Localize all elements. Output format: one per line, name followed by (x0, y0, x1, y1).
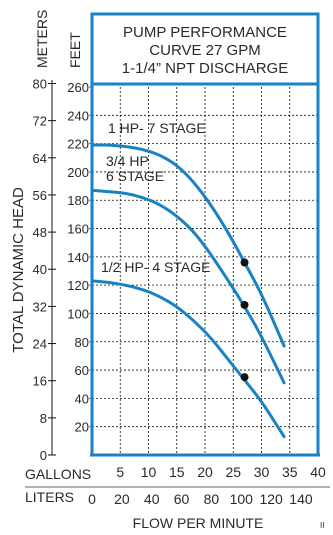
feet-tick-label: 20 (75, 420, 89, 435)
meters-tick-label: 48 (33, 225, 47, 240)
grid (92, 87, 318, 455)
liters-tick-label: 140 (289, 491, 313, 507)
liters-tick-label: 40 (144, 491, 160, 507)
plot-frame (25, 12, 330, 488)
gallons-tick-label: 15 (169, 464, 185, 480)
operating-point-1 (240, 258, 249, 267)
meters-tick-label: 0 (40, 448, 47, 463)
corner-mark: II (320, 521, 324, 530)
meters-tick-label: 72 (33, 114, 47, 129)
feet-tick-label: 200 (67, 165, 89, 180)
feet-tick-label: 180 (67, 193, 89, 208)
meters-tick-label: 56 (33, 188, 47, 203)
gallons-tick-label: 35 (282, 464, 298, 480)
meters-tick-label: 16 (33, 374, 47, 389)
meters-tick-label: 32 (33, 299, 47, 314)
chart-title-line-1: PUMP PERFORMANCE (123, 24, 287, 41)
curve-series-1 (90, 143, 286, 348)
feet-tick-label: 240 (67, 108, 89, 123)
chart-title-line-3: 1-1/4” NPT DISCHARGE (122, 60, 288, 77)
x-axis-title: FLOW PER MINUTE (133, 515, 264, 531)
series-label-1hp: 1 HP- 7 STAGE (108, 120, 206, 136)
meters-tick-label: 40 (33, 262, 47, 277)
axis-labels: METERS FEET TOTAL DYNAMIC HEAD GALLONS L… (10, 10, 324, 531)
liters-tick-label: 0 (88, 491, 96, 507)
gallons-tick-label: 5 (116, 464, 124, 480)
liters-tick-label: 100 (230, 491, 254, 507)
feet-tick-label: 100 (67, 306, 89, 321)
feet-tick-label: 120 (67, 278, 89, 293)
feet-tick-label: 60 (75, 363, 89, 378)
liters-axis-label: LITERS (25, 489, 74, 505)
y-axis-title: TOTAL DYNAMIC HEAD (10, 187, 27, 353)
gallons-tick-label: 20 (197, 464, 213, 480)
meters-tick-label: 8 (40, 411, 47, 426)
feet-tick-label: 220 (67, 137, 89, 152)
title-box: PUMP PERFORMANCE CURVE 27 GPM 1-1/4” NPT… (90, 12, 320, 86)
feet-axis-label: FEET (67, 32, 83, 68)
gallons-tick-label: 40 (310, 464, 326, 480)
liters-tick-label: 20 (114, 491, 130, 507)
performance-curves (90, 143, 286, 439)
series-label-6-stage: 6 STAGE (106, 168, 164, 184)
operating-point-2 (240, 300, 249, 309)
feet-tick-label: 40 (75, 391, 89, 406)
meters-tick-label: 80 (33, 76, 47, 91)
feet-tick-label: 140 (67, 250, 89, 265)
gallons-tick-label: 25 (225, 464, 241, 480)
liters-tick-label: 60 (174, 491, 190, 507)
feet-tick-label: 80 (75, 335, 89, 350)
gallons-tick-label: 30 (254, 464, 270, 480)
meters-tick-label: 24 (33, 337, 47, 352)
meters-axis-label: METERS (34, 10, 50, 68)
gallons-axis-label: GALLONS (25, 466, 91, 482)
liters-tick-label: 80 (204, 491, 220, 507)
chart-title-line-2: CURVE 27 GPM (149, 42, 260, 59)
tick-labels: 2040608010012014016018020022024026008162… (33, 76, 326, 507)
operating-point-3 (240, 373, 249, 382)
curve-series-3 (90, 279, 286, 439)
feet-tick-label: 260 (67, 80, 89, 95)
meters-tick-label: 64 (33, 151, 47, 166)
series-label-3-4hp: 3/4 HP (106, 153, 149, 169)
liters-tick-label: 120 (259, 491, 283, 507)
series-label-1-2hp: 1/2 HP- 4 STAGE (101, 259, 210, 275)
curve-series-2 (90, 188, 286, 385)
feet-tick-label: 160 (67, 222, 89, 237)
gallons-tick-label: 10 (141, 464, 157, 480)
